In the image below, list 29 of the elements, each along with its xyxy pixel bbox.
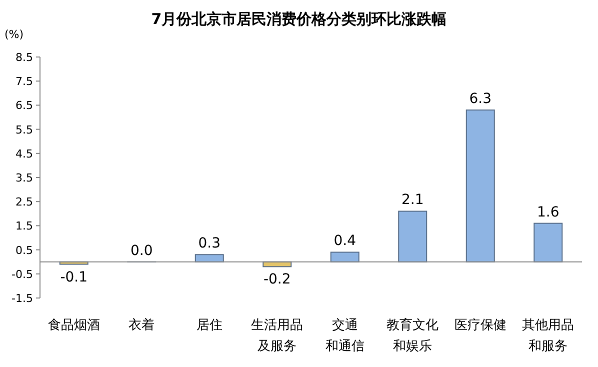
x-tick-label: 交通和通信	[325, 317, 364, 354]
y-tick-label: 0.5	[16, 244, 33, 257]
data-label: 1.6	[536, 204, 560, 220]
data-label: 6.3	[469, 91, 492, 108]
y-tick-label: 6.5	[16, 99, 33, 112]
x-tick-label: 衣着	[128, 317, 155, 333]
data-label: 0.3	[198, 236, 221, 252]
y-tick-label: 3.5	[16, 172, 33, 184]
x-tick-label: 居住	[196, 318, 222, 333]
data-label: 0.0	[130, 242, 153, 259]
y-tick-label: -1.5	[12, 292, 33, 305]
y-tick-label: 8.5	[16, 51, 33, 64]
data-label: 2.1	[401, 192, 424, 208]
data-label: -0.1	[60, 269, 88, 286]
x-tick-label: 食品烟酒	[48, 318, 100, 333]
y-tick-label: 7.5	[16, 75, 33, 88]
x-tick-label: 生活用品及服务	[251, 318, 304, 354]
y-tick-label: 1.5	[16, 220, 33, 233]
data-label: 0.4	[334, 233, 356, 250]
y-tick-label: 5.5	[16, 123, 33, 136]
y-tick-label: -0.5	[12, 268, 33, 281]
y-tick-label: 2.5	[16, 196, 33, 209]
y-tick-label: 4.5	[16, 147, 33, 160]
y-axis-title: (%)	[4, 28, 24, 41]
x-tick-label: 医疗保健	[454, 318, 506, 333]
x-tick-label: 其他用品和服务	[522, 318, 574, 354]
data-label: -0.2	[263, 272, 291, 288]
x-tick-label: 教育文化和娱乐	[386, 317, 439, 354]
chart-title: 7月份北京市居民消费价格分类别环比涨跌幅	[151, 10, 447, 28]
